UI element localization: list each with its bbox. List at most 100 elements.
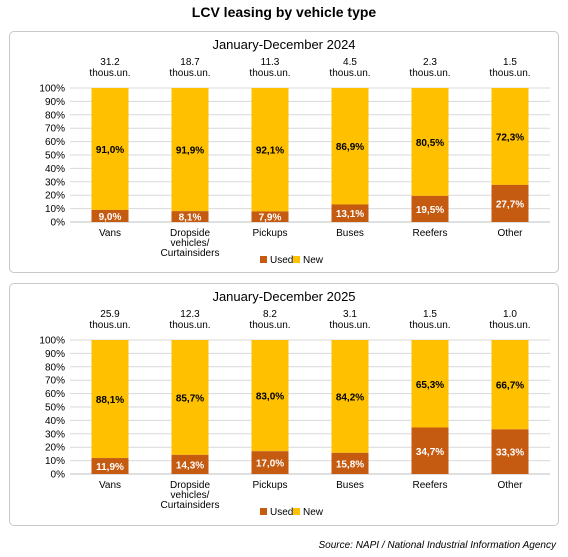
y-tick-label: 60%: [45, 389, 65, 400]
bar-used: [251, 451, 289, 474]
chart-title: January-December 2025: [212, 289, 355, 304]
x-tick-label: Other: [497, 480, 523, 491]
data-label-new: 85,7%: [176, 393, 204, 404]
bar-used: [331, 452, 369, 474]
data-label-used: 19,5%: [416, 205, 444, 216]
total-value: 31.2: [100, 57, 120, 68]
y-tick-label: 70%: [45, 124, 65, 135]
x-tick-label: Pickups: [252, 480, 287, 491]
bar-used: [91, 209, 129, 222]
data-label-used: 15,8%: [336, 459, 364, 470]
data-label-new: 91,9%: [176, 146, 204, 157]
y-tick-label: 10%: [45, 456, 65, 467]
x-tick-label: Reefers: [412, 480, 447, 491]
data-label-new: 86,9%: [336, 142, 364, 153]
bar-new: [331, 340, 369, 453]
data-label-used: 13,1%: [336, 209, 364, 220]
x-tick-label: Buses: [336, 480, 364, 491]
data-label-new: 88,1%: [96, 395, 124, 406]
chart-panel-2024: January-December 2024 0% 10% 20% 30% 40% 50% 60…: [9, 31, 559, 273]
y-tick-label: 40%: [45, 164, 65, 175]
data-label-used: 11,9%: [96, 462, 124, 473]
y-tick-label: 100%: [39, 84, 65, 95]
x-tick-label: Curtainsiders: [161, 500, 220, 511]
total-unit: thous.un.: [409, 68, 450, 79]
bar-used: [411, 195, 449, 222]
total-value: 4.5: [343, 57, 357, 68]
total-unit: thous.un.: [409, 320, 450, 331]
x-tick-label: Dropside: [170, 228, 210, 239]
y-tick-label: 50%: [45, 151, 65, 162]
y-tick-label: 80%: [45, 110, 65, 121]
y-tick-label: 90%: [45, 97, 65, 108]
total-unit: thous.un.: [89, 320, 130, 331]
data-label-new: 72,3%: [496, 132, 524, 143]
total-value: 2.3: [423, 57, 437, 68]
total-unit: thous.un.: [169, 68, 210, 79]
y-tick-label: 0%: [51, 218, 66, 229]
x-tick-label: Vans: [99, 228, 121, 239]
chart-2025: January-December 2025 0% 10% 20% 30% 40% 50% 60…: [39, 289, 550, 518]
data-label-new: 91,0%: [96, 145, 124, 156]
total-value: 1.5: [503, 57, 517, 68]
data-label-new: 83,0%: [256, 392, 284, 403]
y-tick-label: 90%: [45, 349, 65, 360]
chart-panel-2025: January-December 2025 0% 10% 20% 30% 40% 50% 60…: [9, 283, 559, 526]
data-label-used: 17,0%: [256, 459, 284, 470]
bar-used: [491, 429, 529, 474]
bar-used: [331, 204, 369, 222]
bar-used: [491, 184, 529, 222]
data-label-used: 14,3%: [176, 460, 204, 471]
total-unit: thous.un.: [249, 320, 290, 331]
chart-title: January-December 2024: [212, 37, 355, 52]
y-tick-label: 20%: [45, 191, 65, 202]
y-tick-label: 0%: [51, 470, 66, 481]
data-label-new: 80,5%: [416, 138, 444, 149]
x-tick-label: Dropside: [170, 480, 210, 491]
data-label-used: 34,7%: [416, 447, 444, 458]
total-unit: thous.un.: [489, 320, 530, 331]
bar-new: [251, 88, 289, 212]
total-unit: thous.un.: [329, 320, 370, 331]
total-value: 11.3: [261, 57, 280, 68]
data-label-new: 65,3%: [416, 380, 444, 391]
legend-label-used: Used: [270, 255, 293, 266]
data-label-used: 9,0%: [99, 212, 122, 223]
bar-new: [411, 88, 449, 196]
total-value: 12.3: [180, 309, 200, 320]
bar-new: [491, 340, 529, 430]
y-tick-label: 60%: [45, 137, 65, 148]
source-note: Source: NAPI / National Industrial Infor…: [318, 540, 556, 551]
y-tick-label: 20%: [45, 443, 65, 454]
total-unit: thous.un.: [169, 320, 210, 331]
x-tick-label: vehicles/: [171, 238, 210, 249]
x-tick-label: Curtainsiders: [161, 248, 220, 259]
y-tick-label: 10%: [45, 204, 65, 215]
y-tick-label: 40%: [45, 416, 65, 427]
legend-swatch-new: [293, 508, 300, 515]
y-tick-label: 80%: [45, 362, 65, 373]
bar-new: [331, 88, 369, 205]
y-tick-label: 50%: [45, 403, 65, 414]
bar-new: [171, 340, 209, 455]
bar-new: [91, 88, 129, 210]
x-tick-label: Pickups: [252, 228, 287, 239]
total-value: 3.1: [343, 309, 357, 320]
bar-used: [251, 211, 289, 222]
total-value: 8.2: [263, 309, 277, 320]
data-label-new: 84,2%: [336, 392, 364, 403]
total-unit: thous.un.: [249, 68, 290, 79]
data-label-used: 27,7%: [496, 199, 524, 210]
x-tick-label: Buses: [336, 228, 364, 239]
legend-label-used: Used: [270, 507, 293, 518]
total-value: 18.7: [180, 57, 200, 68]
total-unit: thous.un.: [89, 68, 130, 79]
total-value: 25.9: [100, 309, 120, 320]
legend-swatch-used: [260, 256, 267, 263]
legend-label-new: New: [303, 255, 324, 266]
x-tick-label: Reefers: [412, 228, 447, 239]
chart-2024: January-December 2024 0% 10% 20% 30% 40% 50% 60…: [39, 37, 550, 266]
bar-new: [491, 88, 529, 185]
x-tick-label: vehicles/: [171, 490, 210, 501]
data-label-used: 33,3%: [496, 448, 524, 459]
